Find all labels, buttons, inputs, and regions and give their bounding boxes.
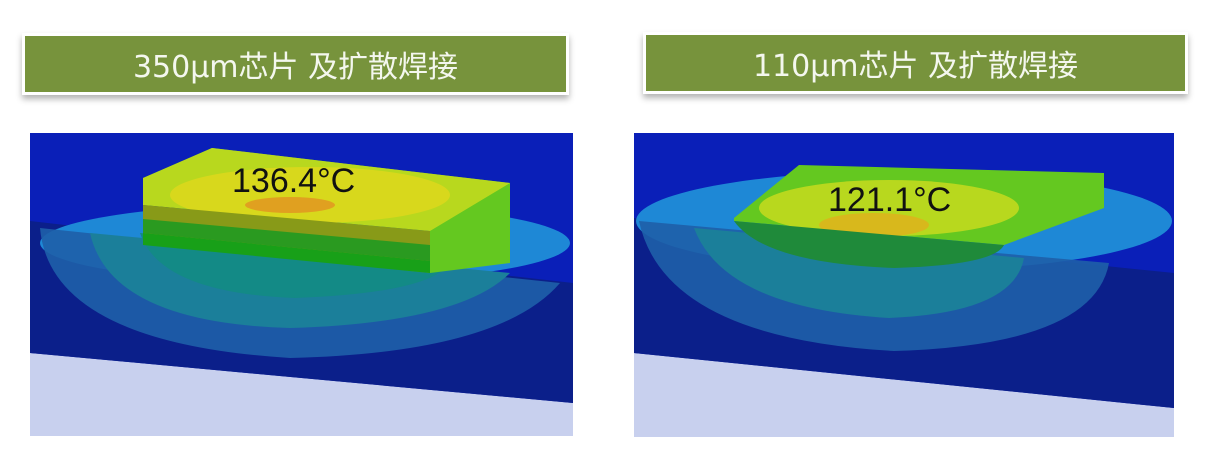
panel-title-110um: 110μm芯片 及扩散焊接 [643, 32, 1188, 94]
thermal-sim-110um [634, 133, 1174, 437]
panel-title-350um: 350μm芯片 及扩散焊接 [22, 33, 569, 95]
max-temperature-350um: 136.4°C [232, 162, 356, 200]
max-temperature-110um: 121.1°C [828, 181, 952, 219]
thermal-sim-350um [30, 133, 573, 436]
